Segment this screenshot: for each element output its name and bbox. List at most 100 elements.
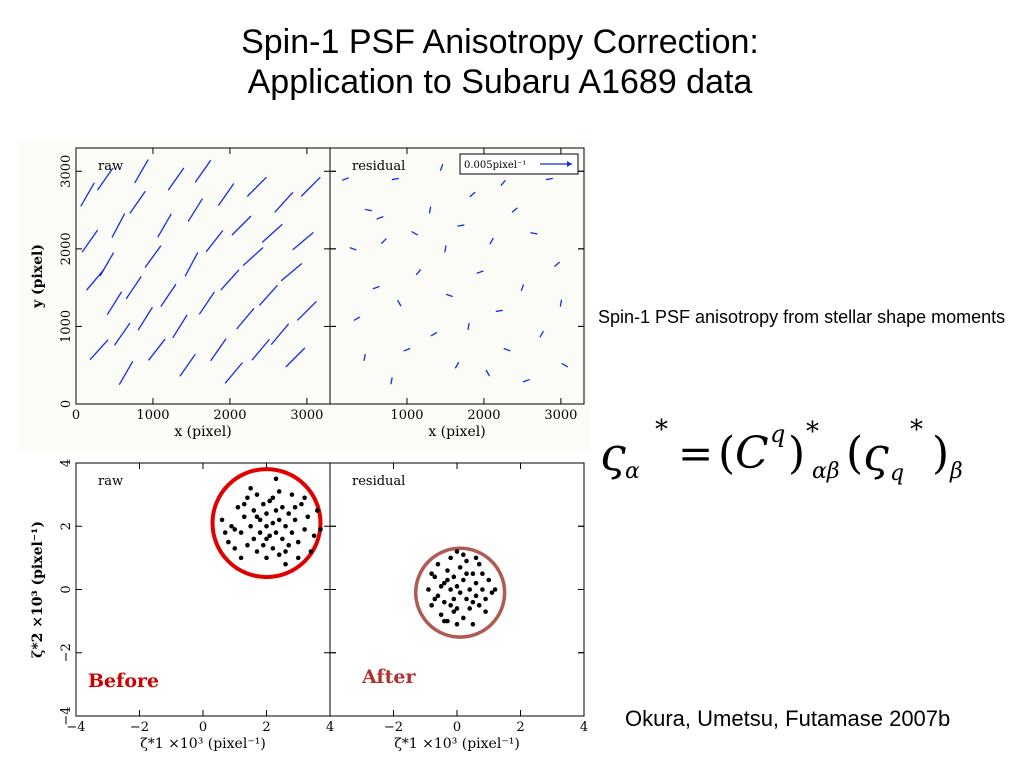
psf-vector: [148, 338, 166, 361]
psf-vector: [220, 269, 240, 291]
psf-vector: [198, 291, 215, 315]
psf-vector: [187, 198, 203, 222]
scatter-point: [245, 542, 250, 548]
residual-vector-panel: 1000 2000 3000 x (pixel) residual 0.005pixel⁻…: [329, 147, 585, 440]
formula-rhs-symbol: ς: [863, 427, 889, 481]
psf-vector: [520, 284, 525, 292]
psf-vector: [439, 163, 444, 171]
formula-close-paren-2: ): [932, 428, 949, 479]
anisotropy-formula: ς α * = ( C q ) * αβ ( ς q * ) β: [600, 415, 963, 486]
x-tick-label: 4: [580, 720, 588, 735]
psf-vector: [259, 285, 278, 306]
psf-vector: [430, 332, 438, 337]
scatter-point: [276, 552, 282, 558]
psf-vector: [89, 339, 109, 361]
scatter-point: [486, 577, 492, 583]
scatter-point: [229, 523, 234, 529]
figure-background: [20, 455, 590, 763]
psf-vector: [224, 362, 243, 384]
psf-vector: [160, 283, 177, 307]
psf-vector: [390, 377, 393, 385]
panel-label: raw: [98, 159, 123, 174]
scatter-point: [461, 615, 466, 621]
psf-vector: [179, 353, 196, 377]
formula-rhs-sup: *: [910, 415, 923, 445]
psf-vector: [381, 238, 387, 244]
psf-vector: [184, 252, 199, 277]
psf-vector: [500, 179, 506, 186]
scatter-point: [261, 542, 266, 548]
scatter-point: [254, 492, 260, 497]
x-tick-label: 0: [453, 720, 461, 735]
x-axis-label: x (pixel): [428, 424, 485, 440]
psf-vector: [445, 293, 453, 298]
psf-vector: [247, 176, 267, 197]
scatter-point: [442, 599, 447, 605]
scatter-point: [273, 530, 279, 535]
psf-vector: [349, 247, 357, 251]
psf-vector: [134, 159, 149, 184]
psf-vector: [530, 232, 538, 235]
psf-vector: [80, 182, 95, 207]
scatter-point: [286, 542, 292, 548]
psf-vector: [125, 276, 142, 300]
panel-label: residual: [352, 159, 405, 174]
scatter-point: [270, 546, 276, 551]
psf-vector: [261, 223, 283, 243]
scatter-point: [283, 561, 288, 567]
psf-vector: [363, 353, 366, 362]
psf-vector: [231, 215, 252, 236]
scatter-figure: −4 −2 0 2 4 −4 −2 0 2 4 ζ*1 ×10³ (pixel⁻¹) ζ*2 ×10³…: [20, 455, 590, 763]
scatter-point: [305, 514, 311, 520]
x-tick-label: 2000: [213, 408, 246, 423]
residual-scatter-panel: −2 0 2 4 ζ*1 ×10³ (pixel⁻¹) residual After: [329, 462, 588, 752]
psf-vector: [469, 191, 476, 198]
scatter-point: [248, 523, 253, 529]
scatter-point: [457, 565, 463, 570]
scatter-point: [264, 511, 269, 516]
psf-vector: [454, 361, 460, 369]
scatter-point: [467, 606, 473, 611]
formula-close-paren: ): [788, 428, 805, 479]
raw-scatter-panel: −4 −2 0 2 4 −4 −2 0 2 4 ζ*1 ×10³ (pixel⁻¹) ζ*2 ×10³…: [30, 459, 334, 752]
psf-vector: [539, 330, 544, 338]
scatter-point: [280, 504, 285, 510]
description-text: Spin-1 PSF anisotropy from stellar shape…: [598, 307, 1006, 327]
scatter-point: [451, 596, 457, 602]
highlight-circle: [413, 546, 507, 639]
scatter-point: [473, 593, 479, 599]
psf-vector: [270, 323, 289, 345]
x-tick-label: 2: [262, 720, 270, 735]
psf-vector: [285, 347, 306, 368]
formula-lhs-sup: *: [655, 415, 668, 445]
psf-vector: [210, 338, 227, 361]
x-tick-label: −4: [66, 720, 85, 735]
psf-vector: [503, 348, 511, 352]
scatter-point: [426, 587, 431, 592]
after-label: After: [361, 666, 416, 688]
x-tick-label: 4: [326, 720, 334, 735]
scatter-point: [308, 549, 314, 554]
psf-vector: [97, 167, 114, 191]
scatter-point: [480, 587, 485, 592]
scatter-point: [235, 504, 241, 510]
psf-vector: [129, 191, 146, 214]
psf-vector: [353, 316, 361, 321]
scatter-point: [248, 486, 253, 491]
scatter-point: [448, 603, 453, 608]
x-tick-label: −2: [130, 720, 149, 735]
x-tick-label: 0: [72, 408, 80, 423]
scatter-point: [302, 495, 307, 501]
scatter-point: [454, 549, 460, 554]
psf-vector: [236, 308, 255, 330]
psf-vector: [144, 245, 162, 268]
scatter-point: [238, 530, 244, 535]
y-tick-label: 0: [59, 400, 74, 408]
psf-vector: [444, 245, 447, 253]
scatter-point: [302, 527, 307, 532]
y-axis-label: y (pixel): [30, 244, 46, 309]
psf-vector: [411, 231, 418, 236]
scatter-point: [283, 523, 288, 529]
psf-vector: [476, 270, 484, 274]
psf-vector: [81, 229, 98, 253]
